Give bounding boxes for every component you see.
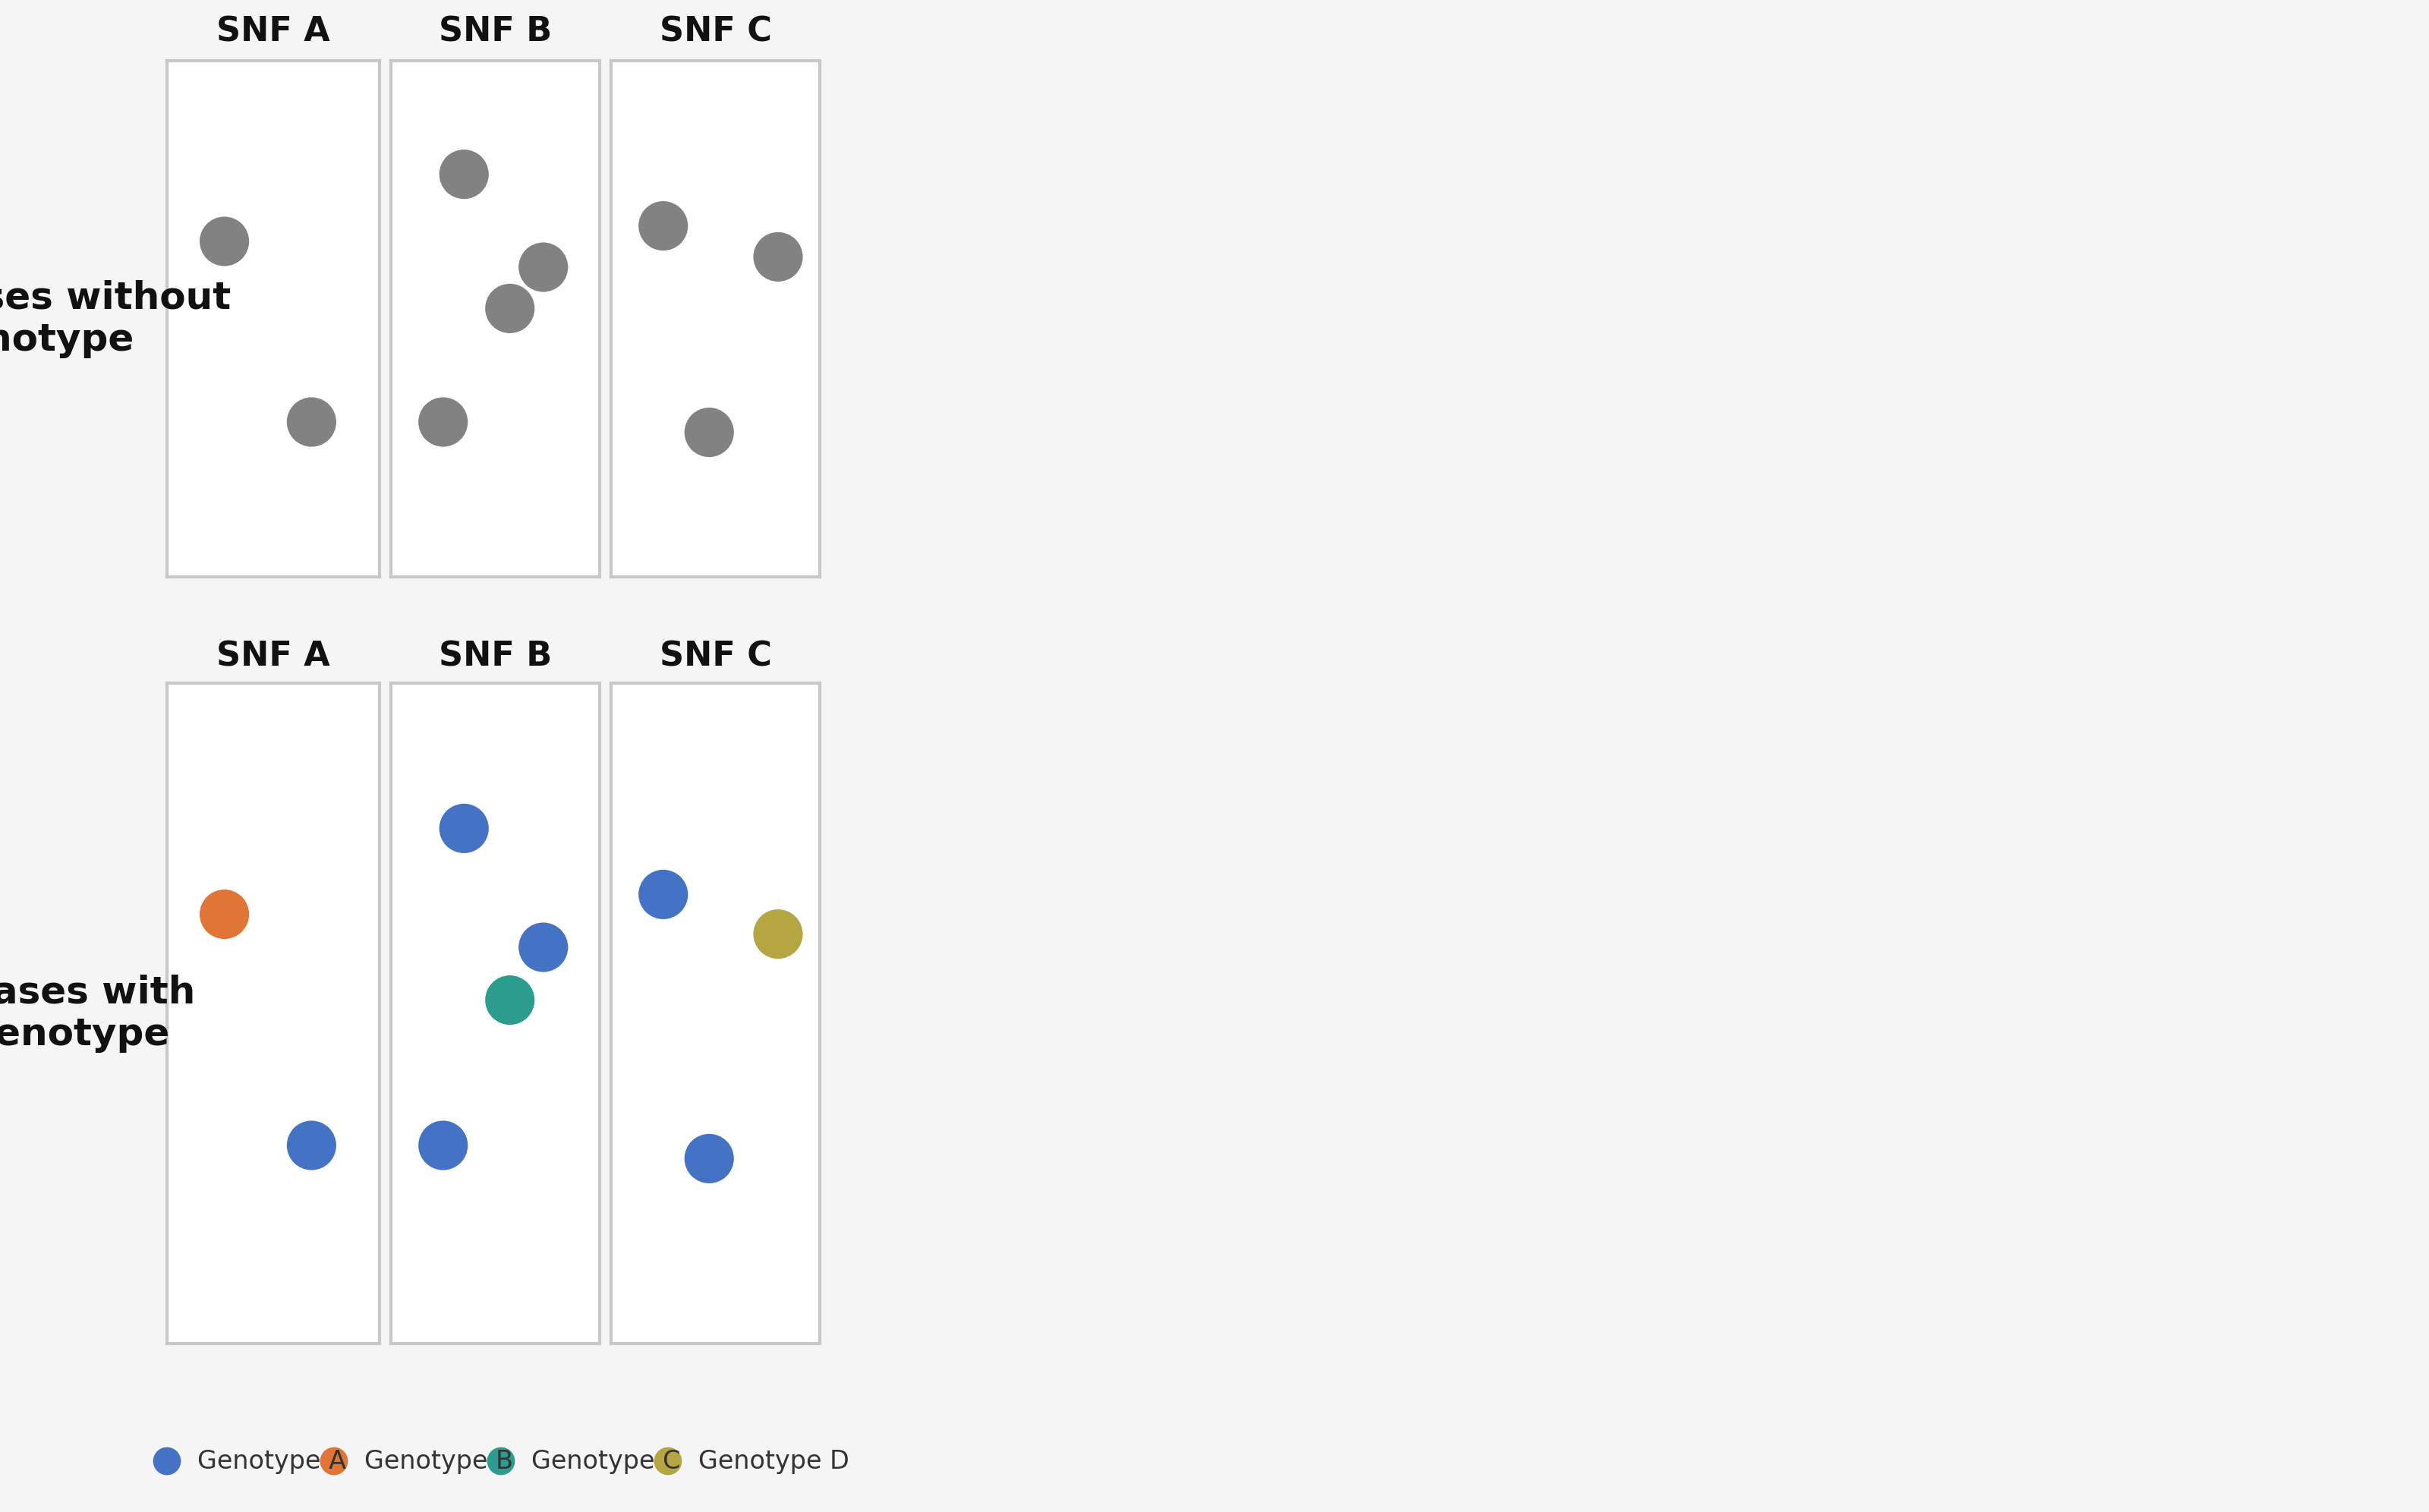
Text: SNF C: SNF C — [658, 640, 772, 673]
Point — [481, 1448, 520, 1473]
Text: SNF B: SNF B — [440, 640, 551, 673]
Point — [316, 1448, 355, 1473]
Text: Genotype D: Genotype D — [700, 1448, 850, 1474]
Point — [644, 883, 683, 907]
Text: Genotype B: Genotype B — [364, 1448, 513, 1474]
Point — [423, 410, 462, 434]
Point — [445, 816, 483, 841]
Text: SNF A: SNF A — [216, 640, 330, 673]
Point — [291, 1134, 330, 1158]
Point — [758, 245, 797, 269]
Point — [445, 162, 483, 186]
Point — [491, 296, 530, 321]
Point — [758, 922, 797, 947]
Text: Genotype A: Genotype A — [197, 1448, 347, 1474]
Point — [204, 230, 243, 254]
Point — [690, 1146, 729, 1170]
Text: SNF C: SNF C — [658, 15, 772, 48]
Point — [690, 420, 729, 445]
Point — [204, 903, 243, 927]
Point — [148, 1448, 187, 1473]
Point — [644, 213, 683, 237]
Point — [291, 410, 330, 434]
Text: Cases with
Genotype: Cases with Genotype — [0, 974, 194, 1052]
Text: SNF A: SNF A — [216, 15, 330, 48]
Text: Cases without
Genotype: Cases without Genotype — [0, 280, 231, 358]
Point — [525, 936, 564, 960]
Point — [649, 1448, 687, 1473]
Point — [491, 987, 530, 1012]
Text: Genotype C: Genotype C — [532, 1448, 680, 1474]
Point — [423, 1134, 462, 1158]
Point — [525, 256, 564, 280]
Text: SNF B: SNF B — [440, 15, 551, 48]
